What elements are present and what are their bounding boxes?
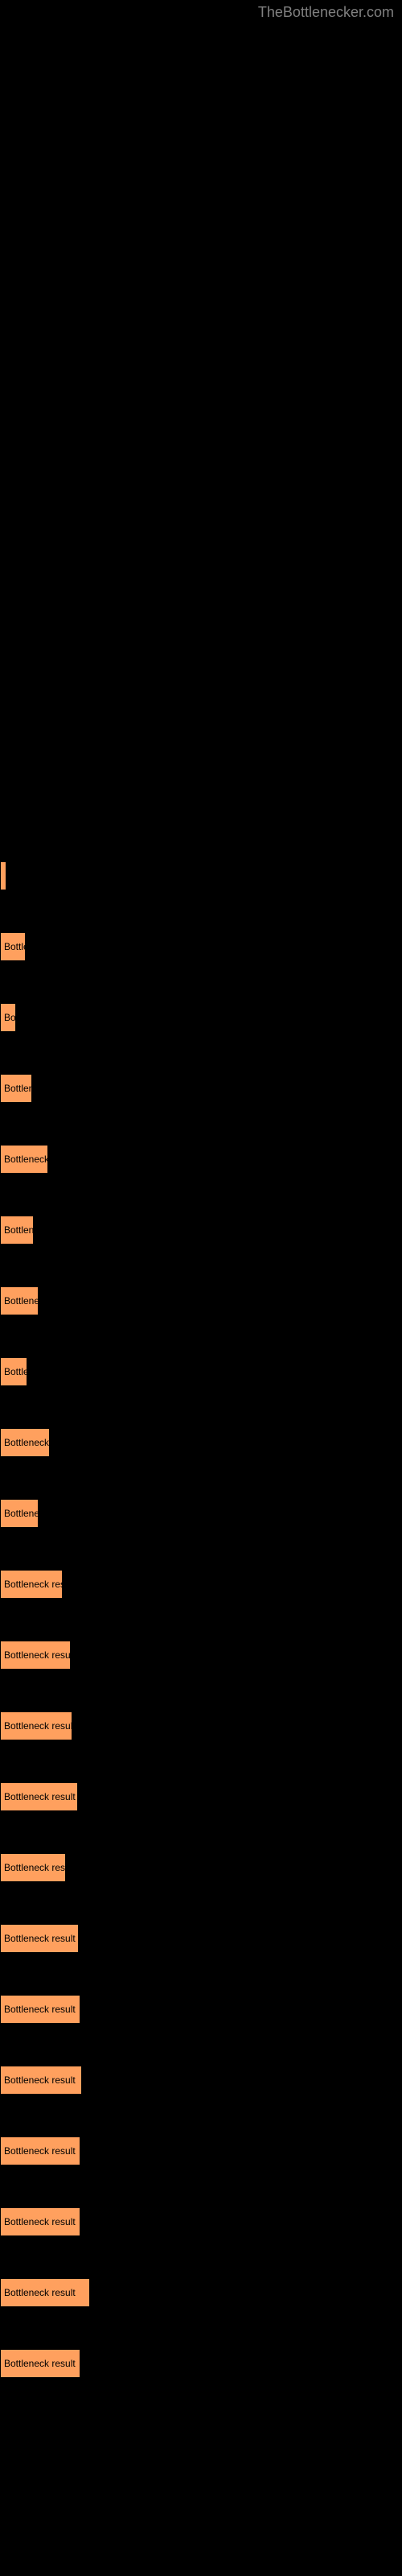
bar-row: Bottleneck r [0,1428,402,1457]
bar-row [0,861,402,890]
bar [0,861,6,890]
bar-row: Bottlen [0,1074,402,1103]
bar-row: Bottleneck result [0,2136,402,2165]
bar-row: Bo [0,1003,402,1032]
bar-row: Bottleneck result [0,2278,402,2307]
bar: Bottleneck result [0,2207,80,2236]
bar-chart: Bottle Bo Bottlen Bottleneck Bottlen Bottlene… [0,0,402,2378]
bar-row: Bottlene [0,1499,402,1528]
watermark: TheBottlenecker.com [258,4,394,21]
bar: Bottlen [0,1216,34,1245]
bar: Bottleneck [0,1145,48,1174]
bar: Bottleneck result [0,1924,79,1953]
bar: Bottleneck result [0,1641,71,1670]
bar-row: Bottleneck result [0,2349,402,2378]
bar: Bottleneck r [0,1428,50,1457]
bar: Bo [0,1003,16,1032]
bar: Bottleneck result [0,1711,72,1740]
bar: Bottleneck resu [0,1570,63,1599]
bar-row: Bottleneck result [0,2207,402,2236]
bar-row: Bottleneck result [0,1782,402,1811]
bar: Bottlene [0,1499,39,1528]
bar-row: Bottleneck result [0,2066,402,2095]
bar: Bottleneck res [0,1853,66,1882]
bar-row: Bottleneck result [0,1924,402,1953]
bar-row: Bottle [0,1357,402,1386]
bar: Bottleneck result [0,2278,90,2307]
bar-row: Bottlenec [0,1286,402,1315]
bar: Bottleneck result [0,2066,82,2095]
bar: Bottleneck result [0,2136,80,2165]
bar-row: Bottleneck [0,1145,402,1174]
bar-row: Bottlen [0,1216,402,1245]
bar-row: Bottleneck result [0,1711,402,1740]
bar: Bottlen [0,1074,32,1103]
bar-row: Bottle [0,932,402,961]
bar: Bottle [0,932,26,961]
bar-row: Bottleneck res [0,1853,402,1882]
bar-row: Bottleneck result [0,1995,402,2024]
bar: Bottlenec [0,1286,39,1315]
bar: Bottle [0,1357,27,1386]
bar-row: Bottleneck resu [0,1570,402,1599]
bar: Bottleneck result [0,1782,78,1811]
bar: Bottleneck result [0,1995,80,2024]
bar: Bottleneck result [0,2349,80,2378]
bar-row: Bottleneck result [0,1641,402,1670]
